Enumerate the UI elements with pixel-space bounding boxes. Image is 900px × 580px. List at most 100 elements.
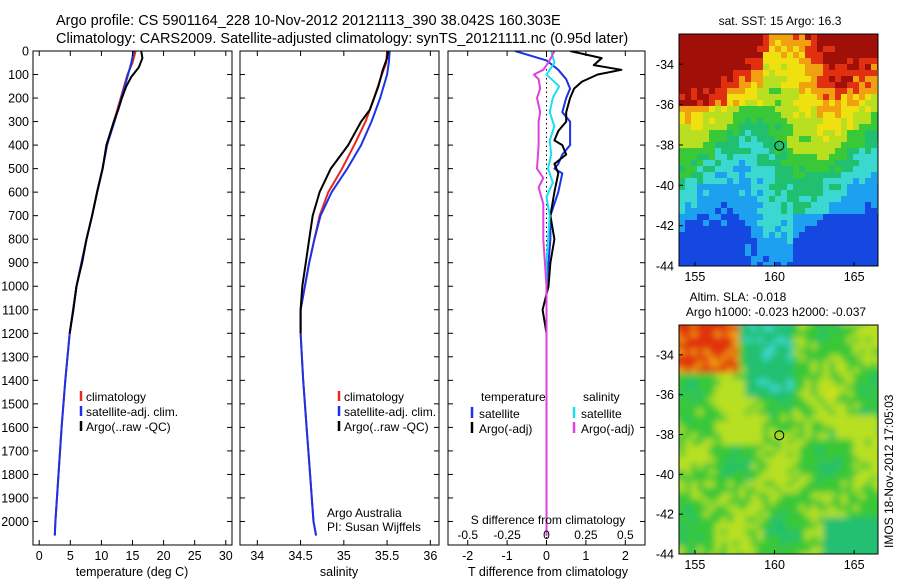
sst-cell [715, 118, 722, 125]
sla-cell [781, 331, 788, 338]
sla-cell [835, 541, 842, 548]
sst-cell [817, 40, 824, 47]
sst-cell [853, 232, 860, 239]
sla-cell [751, 355, 758, 362]
sst-cell [703, 82, 710, 89]
sst-cell [721, 40, 728, 47]
sla-cell [745, 523, 752, 530]
sst-cell [841, 250, 848, 257]
sst-cell [757, 226, 764, 233]
sst-cell [829, 256, 836, 263]
sla-cell [691, 373, 698, 380]
sst-cell [787, 226, 794, 233]
sla-cell [733, 349, 740, 356]
sst-cell [733, 268, 740, 275]
sst-cell [739, 64, 746, 71]
argo-float-position-marker [774, 430, 785, 441]
sla-cell [727, 529, 734, 536]
sst-cell [805, 220, 812, 227]
sst-cell [781, 184, 788, 191]
sst-cell [691, 136, 698, 143]
sla-cell [805, 415, 812, 422]
sla-cell [685, 367, 692, 374]
sst-cell [883, 166, 890, 173]
sla-cell [763, 457, 770, 464]
sla-cell [805, 373, 812, 380]
sla-cell [847, 331, 854, 338]
sst-cell [865, 190, 872, 197]
sst-cell [781, 106, 788, 113]
sst-cell [745, 184, 752, 191]
sla-cell [775, 481, 782, 488]
sla-cell [751, 427, 758, 434]
sla-cell [829, 499, 836, 506]
sst-cell [823, 244, 830, 251]
sla-cell [757, 481, 764, 488]
sla-cell [685, 379, 692, 386]
sla-cell [721, 367, 728, 374]
sst-cell [715, 232, 722, 239]
sst-cell [721, 184, 728, 191]
sla-cell [709, 355, 716, 362]
sst-cell [739, 208, 746, 215]
sst-cell [697, 46, 704, 53]
sst-cell [721, 118, 728, 125]
sst-cell [685, 202, 692, 209]
sla-cell [757, 403, 764, 410]
sla-cell [799, 367, 806, 374]
sla-cell [835, 439, 842, 446]
sst-cell [697, 118, 704, 125]
sla-cell [685, 415, 692, 422]
sst-cell [745, 58, 752, 65]
sla-cell [715, 463, 722, 470]
sla-cell [787, 403, 794, 410]
sla-cell [871, 529, 878, 536]
sst-cell [883, 208, 890, 215]
sst-cell [697, 52, 704, 59]
sla-cell [775, 367, 782, 374]
sst-cell [769, 130, 776, 137]
sla-cell [871, 487, 878, 494]
sst-cell [805, 34, 812, 41]
sla-cell [823, 367, 830, 374]
sla-cell [733, 325, 740, 332]
sla-cell [847, 517, 854, 524]
sst-cell [703, 184, 710, 191]
sla-cell [859, 415, 866, 422]
sst-cell [733, 100, 740, 107]
sst-cell [781, 262, 788, 266]
sst-cell [847, 250, 854, 257]
sla-cell [793, 427, 800, 434]
sla-cell [841, 397, 848, 404]
sst-cell [751, 184, 758, 191]
sla-cell [811, 457, 818, 464]
sst-cell [685, 262, 692, 266]
sst-cell [763, 70, 770, 77]
sst-cell [847, 130, 854, 137]
sla-cell [805, 433, 812, 440]
sla-cell [883, 379, 890, 386]
sst-cell [733, 76, 740, 83]
sst-cell [793, 118, 800, 125]
sst-cell [769, 262, 776, 266]
sst-cell [847, 118, 854, 125]
sla-cell [817, 385, 824, 392]
sla-cell [847, 457, 854, 464]
sst-cell [709, 82, 716, 89]
sst-cell [871, 160, 878, 167]
sst-cell [865, 250, 872, 257]
sst-cell [871, 100, 878, 107]
sla-cell [751, 547, 758, 554]
sst-cell [757, 40, 764, 47]
sla-cell [775, 487, 782, 494]
sla-cell [823, 493, 830, 500]
sst-cell [769, 244, 776, 251]
sst-cell [781, 82, 788, 89]
sla-cell [721, 523, 728, 530]
sla-cell [787, 349, 794, 356]
sst-cell [721, 46, 728, 53]
sla-cell [865, 343, 872, 350]
sla-cell [853, 325, 860, 332]
map-x-tick-label: 155 [684, 558, 705, 572]
sla-cell [811, 325, 818, 332]
